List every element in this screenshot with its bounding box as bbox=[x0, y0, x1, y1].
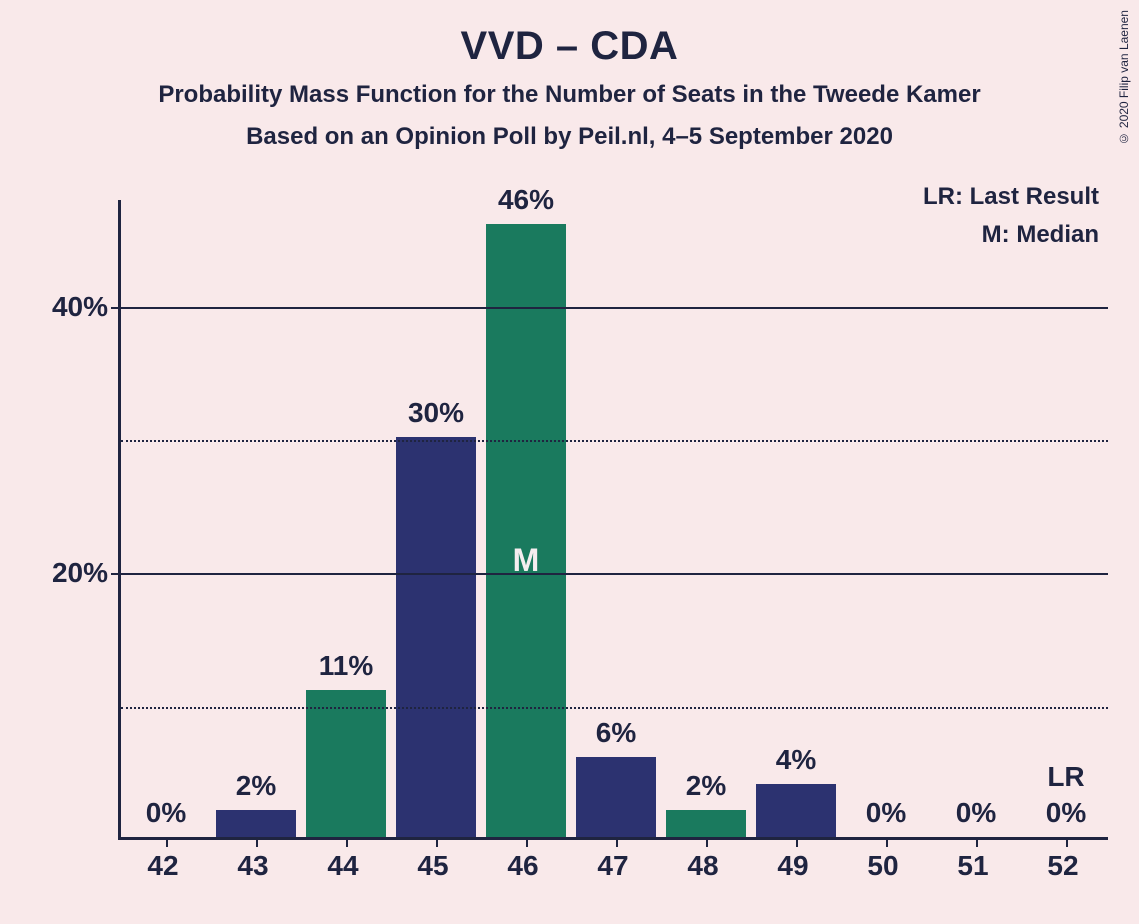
bar-slot: 0% LR bbox=[1021, 197, 1111, 837]
bar-slot: 46%M bbox=[481, 197, 571, 837]
x-tick-label: 51 bbox=[928, 850, 1018, 882]
bar-value-label: 0% bbox=[1021, 797, 1111, 829]
x-tick-label: 46 bbox=[478, 850, 568, 882]
last-result-marker: LR bbox=[1021, 761, 1111, 793]
x-axis-tick bbox=[616, 837, 618, 847]
bar bbox=[576, 757, 655, 837]
bar bbox=[756, 784, 835, 837]
bar-value-label: 30% bbox=[391, 397, 481, 429]
x-axis-labels: 4243444546474849505152 bbox=[118, 850, 1108, 890]
bar-value-label: 11% bbox=[301, 650, 391, 682]
x-tick-label: 43 bbox=[208, 850, 298, 882]
y-axis-tick bbox=[111, 573, 121, 575]
bar bbox=[216, 810, 295, 837]
bar-value-label: 6% bbox=[571, 717, 661, 749]
bar-slot: 0% bbox=[931, 197, 1021, 837]
chart-area: 20%40% 0%2%11%30%46%M6%2%4%0%0%0%LR 4243… bbox=[48, 200, 1108, 840]
bar bbox=[306, 690, 385, 837]
bar bbox=[666, 810, 745, 837]
y-tick-label: 20% bbox=[48, 557, 108, 589]
bar-slot: 2% bbox=[661, 197, 751, 837]
gridline-dotted bbox=[121, 707, 1108, 709]
x-axis-tick bbox=[976, 837, 978, 847]
chart-titles: VVD – CDA Probability Mass Function for … bbox=[0, 0, 1139, 151]
x-axis-tick bbox=[1066, 837, 1068, 847]
x-axis-tick bbox=[166, 837, 168, 847]
x-axis-tick bbox=[346, 837, 348, 847]
plot-area: 0%2%11%30%46%M6%2%4%0%0%0%LR bbox=[118, 200, 1108, 840]
bar-value-label: 0% bbox=[121, 797, 211, 829]
x-tick-label: 47 bbox=[568, 850, 658, 882]
gridline-solid bbox=[121, 307, 1108, 309]
x-tick-label: 42 bbox=[118, 850, 208, 882]
bars-container: 0%2%11%30%46%M6%2%4%0%0%0%LR bbox=[121, 200, 1108, 837]
copyright-text: © 2020 Filip van Laenen bbox=[1117, 10, 1131, 145]
bar-value-label: 0% bbox=[931, 797, 1021, 829]
chart-title: VVD – CDA bbox=[0, 24, 1139, 69]
bar-value-label: 2% bbox=[661, 770, 751, 802]
x-axis-tick bbox=[886, 837, 888, 847]
x-axis-tick bbox=[436, 837, 438, 847]
bar-slot: 0% bbox=[841, 197, 931, 837]
bar-slot: 0% bbox=[121, 197, 211, 837]
bar-slot: 2% bbox=[211, 197, 301, 837]
y-tick-label: 40% bbox=[48, 291, 108, 323]
chart-subtitle-2: Based on an Opinion Poll by Peil.nl, 4–5… bbox=[0, 123, 1139, 151]
bar bbox=[486, 224, 565, 837]
bar-slot: 30% bbox=[391, 197, 481, 837]
x-axis-tick bbox=[256, 837, 258, 847]
x-axis-tick bbox=[796, 837, 798, 847]
bar-slot: 11% bbox=[301, 197, 391, 837]
bar-value-label: 46% bbox=[481, 184, 571, 216]
bar-value-label: 2% bbox=[211, 770, 301, 802]
x-axis-tick bbox=[706, 837, 708, 847]
x-axis-tick bbox=[526, 837, 528, 847]
x-tick-label: 45 bbox=[388, 850, 478, 882]
bar-value-label: 4% bbox=[751, 744, 841, 776]
bar-slot: 6% bbox=[571, 197, 661, 837]
gridline-dotted bbox=[121, 440, 1108, 442]
y-axis-tick bbox=[111, 307, 121, 309]
bar bbox=[396, 437, 475, 837]
bar-slot: 4% bbox=[751, 197, 841, 837]
x-tick-label: 44 bbox=[298, 850, 388, 882]
x-tick-label: 49 bbox=[748, 850, 838, 882]
x-tick-label: 48 bbox=[658, 850, 748, 882]
chart-subtitle-1: Probability Mass Function for the Number… bbox=[0, 81, 1139, 109]
x-tick-label: 50 bbox=[838, 850, 928, 882]
x-tick-label: 52 bbox=[1018, 850, 1108, 882]
gridline-solid bbox=[121, 573, 1108, 575]
bar-value-label: 0% bbox=[841, 797, 931, 829]
